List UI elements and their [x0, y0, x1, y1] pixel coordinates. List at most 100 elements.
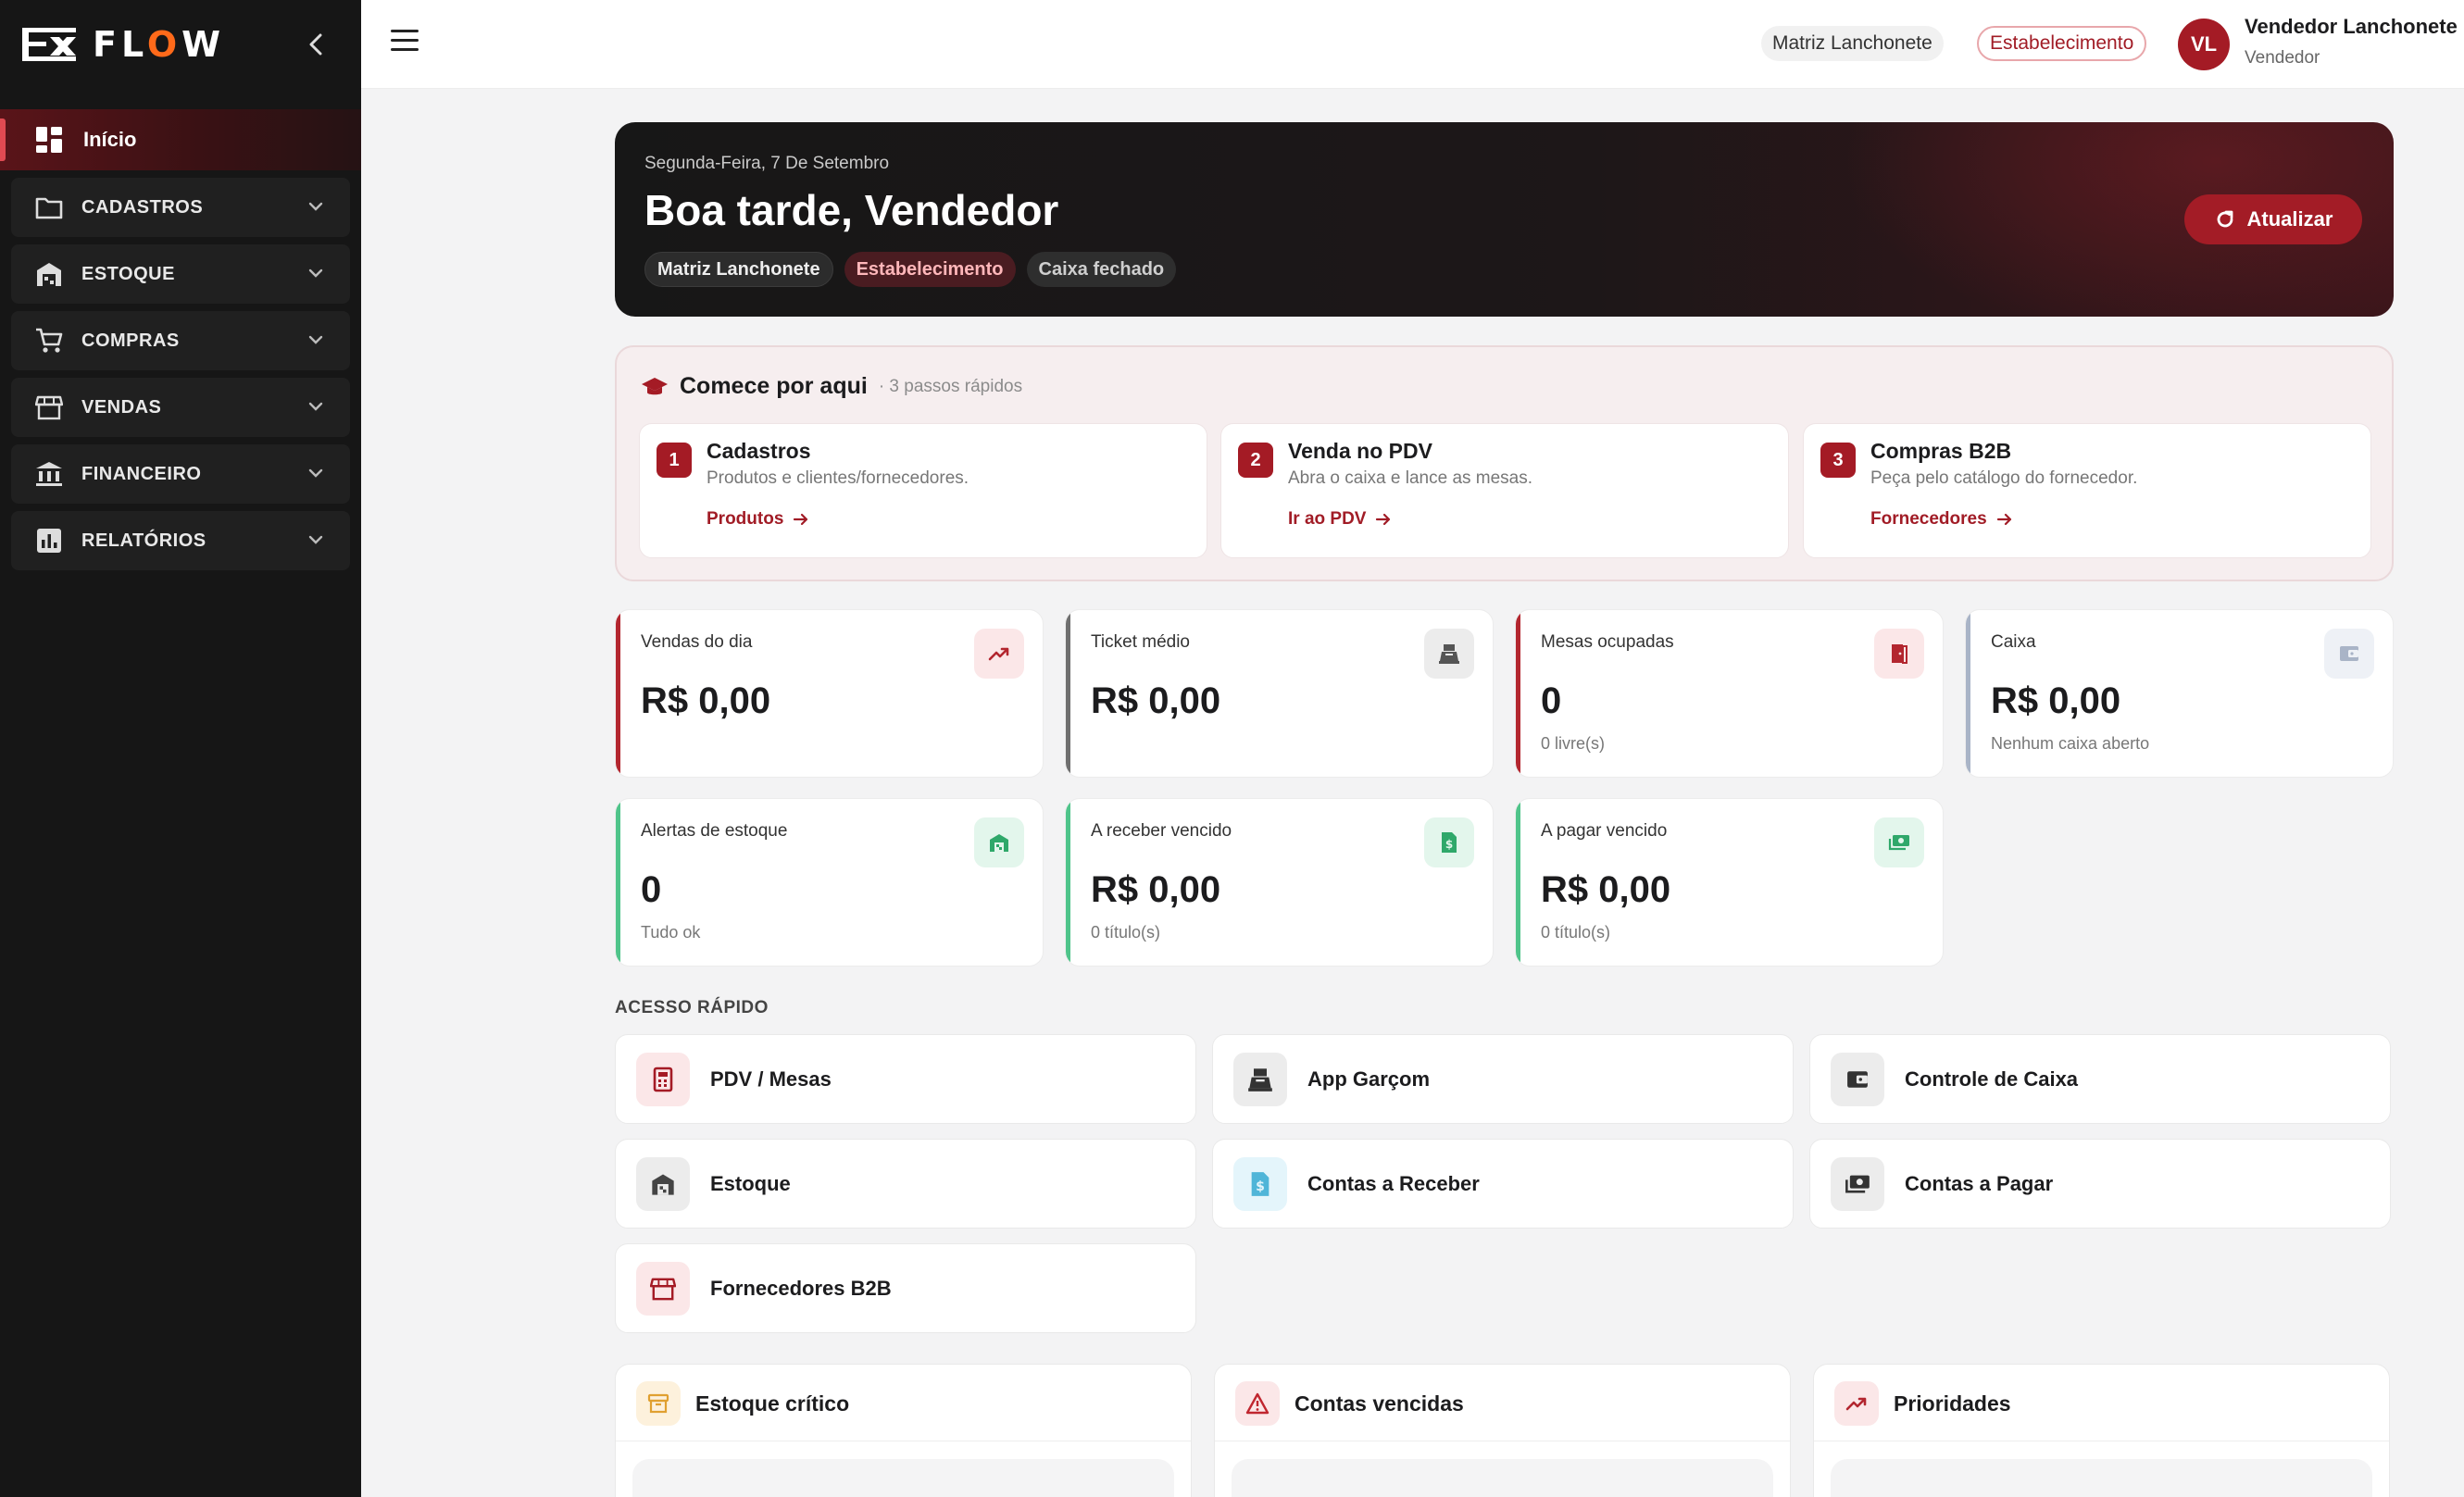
kpi-label: Vendas do dia [641, 632, 753, 652]
warehouse-icon [974, 817, 1024, 867]
kpi-card-caixa[interactable]: Caixa R$ 0,00 Nenhum caixa aberto [1965, 609, 2394, 778]
kpi-card-ticket-medio[interactable]: Ticket médio R$ 0,00 [1065, 609, 1494, 778]
arrow-right-icon [794, 513, 808, 526]
sidebar-item-label: CADASTROS [81, 196, 204, 218]
chevron-down-icon [308, 335, 323, 344]
kpi-value: R$ 0,00 [1091, 680, 1221, 721]
kpi-label: Alertas de estoque [641, 821, 788, 841]
quick-access-label: Estoque [710, 1171, 791, 1195]
quick-access-contas-pagar[interactable]: Contas a Pagar [1809, 1139, 2391, 1229]
sidebar-item-compras[interactable]: COMPRAS [11, 311, 350, 370]
cash-status-badge: Caixa fechado [1026, 252, 1177, 287]
app-name: FLOW [93, 24, 226, 65]
step-card[interactable]: 1 Cadastros Produtos e clientes/forneced… [639, 423, 1207, 558]
panel-prioridades: Prioridades [1813, 1364, 2390, 1497]
sidebar-item-estoque[interactable]: ESTOQUE [11, 244, 350, 304]
quick-access-app-garcom[interactable]: App Garçom [1212, 1034, 1794, 1124]
step-description: Produtos e clientes/fornecedores. [707, 468, 969, 488]
app-logo[interactable]: FLOW [22, 24, 225, 65]
chevron-down-icon [308, 202, 323, 211]
kpi-sub: Tudo ok [641, 923, 701, 942]
menu-toggle-button[interactable] [391, 30, 422, 57]
step-number: 1 [657, 443, 692, 478]
company-chip[interactable]: Matriz Lanchonete [1761, 26, 1944, 61]
sidebar-item-financeiro[interactable]: FINANCEIRO [11, 444, 350, 504]
current-date: Segunda-Feira, 7 De Setembro [644, 154, 890, 173]
step-link-label: Produtos [707, 509, 784, 529]
kpi-value: R$ 0,00 [1091, 869, 1221, 910]
kpi-card-vendas-dia[interactable]: Vendas do dia R$ 0,00 [615, 609, 1044, 778]
sidebar-item-home[interactable]: Início [0, 109, 361, 170]
panel-content-placeholder [1232, 1459, 1773, 1497]
sidebar-item-label: COMPRAS [81, 330, 180, 351]
avatar[interactable]: VL [2178, 19, 2230, 70]
cash-register-icon [1424, 629, 1474, 679]
collapse-sidebar-button[interactable] [302, 26, 330, 63]
quick-access-estoque[interactable]: Estoque [615, 1139, 1196, 1229]
quick-access-label: Fornecedores B2B [710, 1276, 892, 1300]
refresh-button[interactable]: Atualizar [2184, 194, 2362, 244]
sidebar-item-label: FINANCEIRO [81, 463, 202, 484]
svg-text:$: $ [1445, 838, 1453, 851]
step-description: Abra o caixa e lance as mesas. [1288, 468, 1533, 488]
arrow-right-icon [1376, 513, 1391, 526]
quick-access-label: App Garçom [1307, 1067, 1431, 1091]
quick-access-contas-receber[interactable]: $ Contas a Receber [1212, 1139, 1794, 1229]
getting-started-subtitle: · 3 passos rápidos [878, 376, 1023, 396]
store-icon [636, 1261, 690, 1316]
refresh-label: Atualizar [2246, 207, 2333, 231]
step-link-pdv[interactable]: Ir ao PDV [1288, 509, 1392, 530]
step-number: 2 [1238, 443, 1273, 478]
hamburger-line [391, 48, 419, 51]
sidebar-item-label: RELATÓRIOS [81, 530, 206, 551]
quick-access-fornecedores-b2b[interactable]: Fornecedores B2B [615, 1243, 1196, 1333]
getting-started-title: Comece por aqui [680, 373, 868, 399]
sidebar-item-vendas[interactable]: VENDAS [11, 378, 350, 437]
sidebar-item-label: Início [83, 128, 137, 151]
step-description: Peça pelo catálogo do fornecedor. [1870, 468, 2138, 488]
bar-chart-icon [35, 527, 63, 555]
top-bar: Matriz Lanchonete Estabelecimento VL Ven… [361, 0, 2464, 89]
kpi-label: A pagar vencido [1541, 821, 1668, 841]
panel-header: Estoque crítico [636, 1381, 849, 1426]
sidebar-item-cadastros[interactable]: CADASTROS [11, 178, 350, 237]
step-link-produtos[interactable]: Produtos [707, 509, 809, 530]
quick-access-label: Contas a Pagar [1905, 1171, 2054, 1195]
kpi-card-receber-vencido[interactable]: A receber vencido R$ 0,00 0 título(s) $ [1065, 798, 1494, 967]
kpi-label: A receber vencido [1091, 821, 1232, 841]
step-card[interactable]: 2 Venda no PDV Abra o caixa e lance as m… [1220, 423, 1789, 558]
sidebar-nav: Início CADASTROS ESTOQUE COMPRAS [0, 109, 361, 570]
kpi-sub: 0 título(s) [1541, 923, 1611, 942]
sidebar-item-label: VENDAS [81, 396, 162, 418]
archive-icon [636, 1381, 681, 1426]
hamburger-line [391, 39, 419, 42]
step-card[interactable]: 3 Compras B2B Peça pelo catálogo do forn… [1803, 423, 2371, 558]
panel-content-placeholder [1831, 1459, 2372, 1497]
door-icon [1874, 629, 1924, 679]
refresh-icon [2217, 210, 2233, 228]
quick-access-pdv[interactable]: PDV / Mesas [615, 1034, 1196, 1124]
kpi-card-mesas[interactable]: Mesas ocupadas 0 0 livre(s) [1515, 609, 1944, 778]
graduation-cap-icon [642, 377, 668, 394]
warehouse-icon [35, 260, 63, 288]
wallet-icon [2324, 629, 2374, 679]
sidebar-item-relatorios[interactable]: RELATÓRIOS [11, 511, 350, 570]
panel-title: Contas vencidas [1295, 1391, 1464, 1416]
chevron-down-icon [308, 535, 323, 544]
step-link-fornecedores[interactable]: Fornecedores [1870, 509, 2013, 530]
chevron-down-icon [308, 402, 323, 411]
hamburger-line [391, 30, 419, 32]
quick-access-label: Contas a Receber [1307, 1171, 1480, 1195]
panel-title: Prioridades [1894, 1391, 2011, 1416]
getting-started-panel: Comece por aqui · 3 passos rápidos 1 Cad… [615, 345, 2394, 581]
kpi-card-pagar-vencido[interactable]: A pagar vencido R$ 0,00 0 título(s) [1515, 798, 1944, 967]
panel-estoque-critico: Estoque crítico [615, 1364, 1192, 1497]
establishment-chip[interactable]: Estabelecimento [1977, 26, 2147, 61]
sidebar: FLOW Início CADASTROS ESTOQUE [0, 0, 361, 1497]
kpi-value: 0 [1541, 680, 1562, 721]
kpi-card-alertas-estoque[interactable]: Alertas de estoque 0 Tudo ok [615, 798, 1044, 967]
getting-started-header: Comece por aqui · 3 passos rápidos [641, 373, 1022, 400]
chevron-left-icon [309, 33, 322, 56]
kpi-value: 0 [641, 869, 662, 910]
quick-access-controle-caixa[interactable]: Controle de Caixa [1809, 1034, 2391, 1124]
